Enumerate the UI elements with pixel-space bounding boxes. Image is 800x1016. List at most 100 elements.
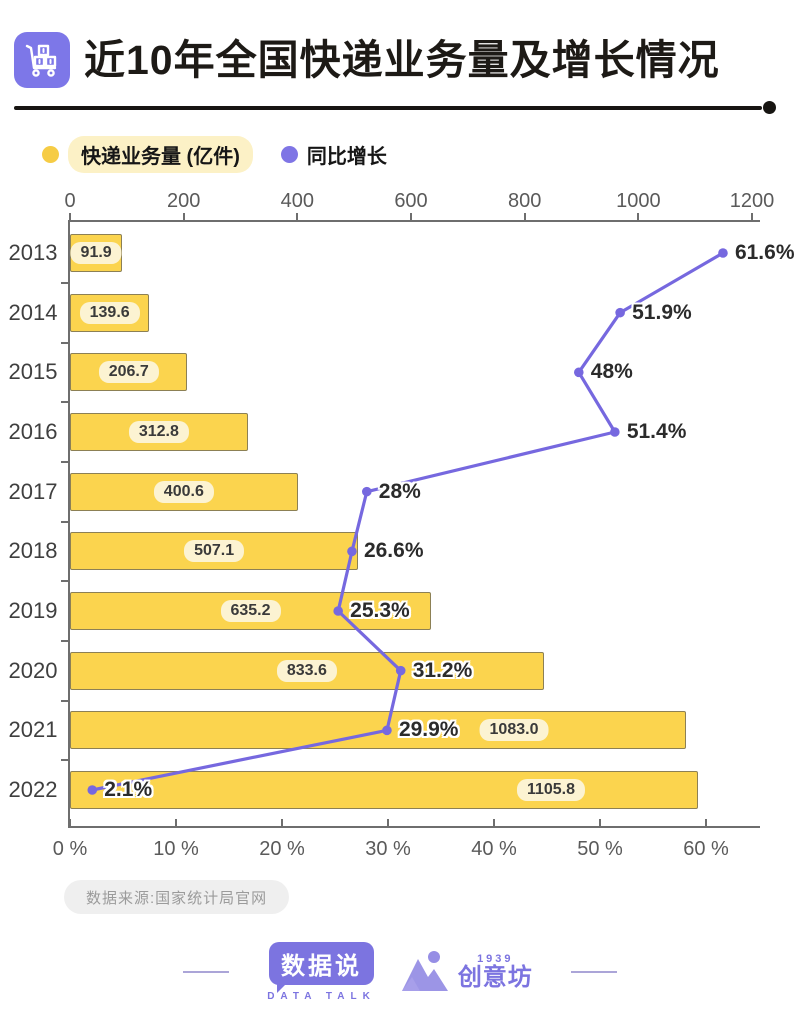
bottom-axis-tick	[493, 819, 495, 826]
growth-point-label: 61.6%	[734, 241, 795, 264]
growth-line-series	[87, 248, 728, 795]
line-point	[610, 427, 620, 437]
bottom-axis-tick	[705, 819, 707, 826]
bar-value-label: 139.6	[79, 301, 140, 324]
trolley-cart-icon	[14, 32, 70, 88]
chuangyifang-year: 1939	[477, 952, 514, 965]
datatalk-logo: 数据说 DATA TALK	[267, 942, 376, 1002]
bar-value-label: 507.1	[184, 540, 245, 563]
line-point	[362, 486, 372, 497]
left-axis-line	[68, 220, 70, 828]
chuangyifang-name: 创意坊	[457, 963, 533, 991]
bottom-axis-tick-label: 10 %	[153, 838, 199, 860]
top-axis-tick	[523, 213, 526, 220]
top-axis-tick-label: 1000	[616, 190, 661, 212]
year-label: 2017	[8, 478, 58, 504]
bottom-axis-tick-label: 50 %	[577, 838, 623, 860]
line-series-dot-icon	[280, 146, 298, 163]
bar-2022	[70, 771, 699, 809]
top-axis-tick	[637, 213, 640, 220]
left-axis-minor-tick	[61, 460, 68, 463]
bar-value-label: 400.6	[153, 480, 214, 503]
bar-value-label: 1105.8	[516, 779, 586, 801]
bottom-axis-tick	[281, 819, 283, 826]
bar-2021	[70, 711, 686, 750]
bottom-axis-tick-label: 30 %	[365, 838, 411, 860]
top-axis-tick-label: 1200	[729, 190, 775, 212]
bottom-axis-tick-label: 40 %	[471, 838, 517, 860]
bottom-axis-tick	[599, 819, 601, 826]
mountain-icon	[401, 951, 448, 991]
footer-brands: 数据说 DATA TALK 1939 创意坊	[0, 942, 800, 1002]
left-axis-minor-tick	[61, 281, 68, 284]
year-label: 2018	[8, 538, 58, 564]
line-point	[574, 367, 584, 378]
bottom-axis-tick	[69, 819, 71, 826]
left-axis-minor-tick	[61, 580, 68, 583]
title-underline-dot	[763, 101, 776, 114]
chuangyifang-logo: 1939 创意坊	[398, 947, 533, 997]
legend-growth-label: 同比增长	[306, 146, 387, 168]
growth-point-label: 51.9%	[632, 300, 692, 324]
growth-point-label: 31.2%	[412, 658, 473, 682]
bottom-axis-tick	[387, 819, 389, 826]
year-label: 2014	[8, 299, 58, 325]
legend-item-growth: 同比增长	[280, 140, 387, 169]
top-axis-tick-label: 600	[394, 190, 428, 212]
top-axis-tick-label: 400	[280, 190, 315, 212]
bar-value-label: 91.9	[70, 242, 122, 264]
footer-left-dash	[183, 971, 230, 973]
year-label: 2016	[8, 419, 58, 444]
year-label: 2015	[8, 359, 58, 385]
bar-value-label: 635.2	[220, 600, 281, 622]
year-label: 2013	[8, 240, 58, 265]
left-axis-minor-tick	[61, 341, 68, 344]
line-point	[718, 248, 728, 258]
top-axis-tick-label: 0	[64, 190, 76, 212]
bottom-axis-tick-label: 20 %	[259, 838, 305, 860]
year-label: 2022	[8, 777, 58, 802]
top-axis-tick-label: 200	[166, 190, 201, 212]
footer-right-dash	[570, 971, 617, 973]
growth-point-label: 51.4%	[626, 420, 687, 443]
left-axis-minor-tick	[61, 639, 68, 642]
left-axis-minor-tick	[61, 401, 68, 404]
bottom-axis-tick-label: 60 %	[683, 838, 729, 860]
top-axis-tick	[69, 213, 71, 220]
line-point	[615, 307, 625, 318]
bottom-axis-tick-label: 0 %	[52, 838, 88, 860]
growth-point-label: 26.6%	[363, 539, 424, 563]
line-point	[347, 546, 357, 557]
year-label: 2021	[8, 717, 58, 743]
line-point	[333, 606, 343, 616]
chuangyifang-text: 1939 创意坊	[458, 953, 533, 991]
top-axis-tick	[296, 213, 299, 220]
growth-point-label: 29.9%	[398, 718, 459, 742]
bar-value-label: 312.8	[128, 421, 189, 443]
line-point	[87, 785, 98, 795]
datatalk-bubble: 数据说	[269, 942, 374, 993]
growth-point-label: 28%	[378, 479, 421, 503]
top-axis-line	[70, 220, 760, 222]
chart-legend: 快递业务量 (亿件) 同比增长	[42, 136, 387, 173]
legend-volume-label: 快递业务量 (亿件)	[68, 136, 253, 173]
line-point	[382, 725, 392, 736]
left-axis-minor-tick	[61, 520, 68, 523]
bottom-axis-line	[70, 826, 760, 828]
year-label: 2020	[8, 657, 58, 683]
bottom-axis-tick	[175, 819, 177, 826]
growth-point-label: 48%	[590, 360, 633, 384]
top-axis-tick	[751, 213, 753, 220]
year-label: 2019	[8, 598, 58, 623]
line-point	[395, 665, 406, 676]
legend-item-volume: 快递业务量 (亿件)	[42, 136, 253, 173]
bar-value-label: 1083.0	[479, 719, 549, 742]
growth-point-label: 25.3%	[350, 599, 410, 622]
datatalk-subtitle: DATA TALK	[267, 991, 376, 1002]
growth-line	[90, 251, 725, 792]
left-axis-minor-tick	[61, 699, 68, 702]
data-source-badge: 数据来源:国家统计局官网	[64, 880, 290, 914]
bar-series-dot-icon	[42, 146, 59, 163]
title-underline	[14, 106, 762, 110]
